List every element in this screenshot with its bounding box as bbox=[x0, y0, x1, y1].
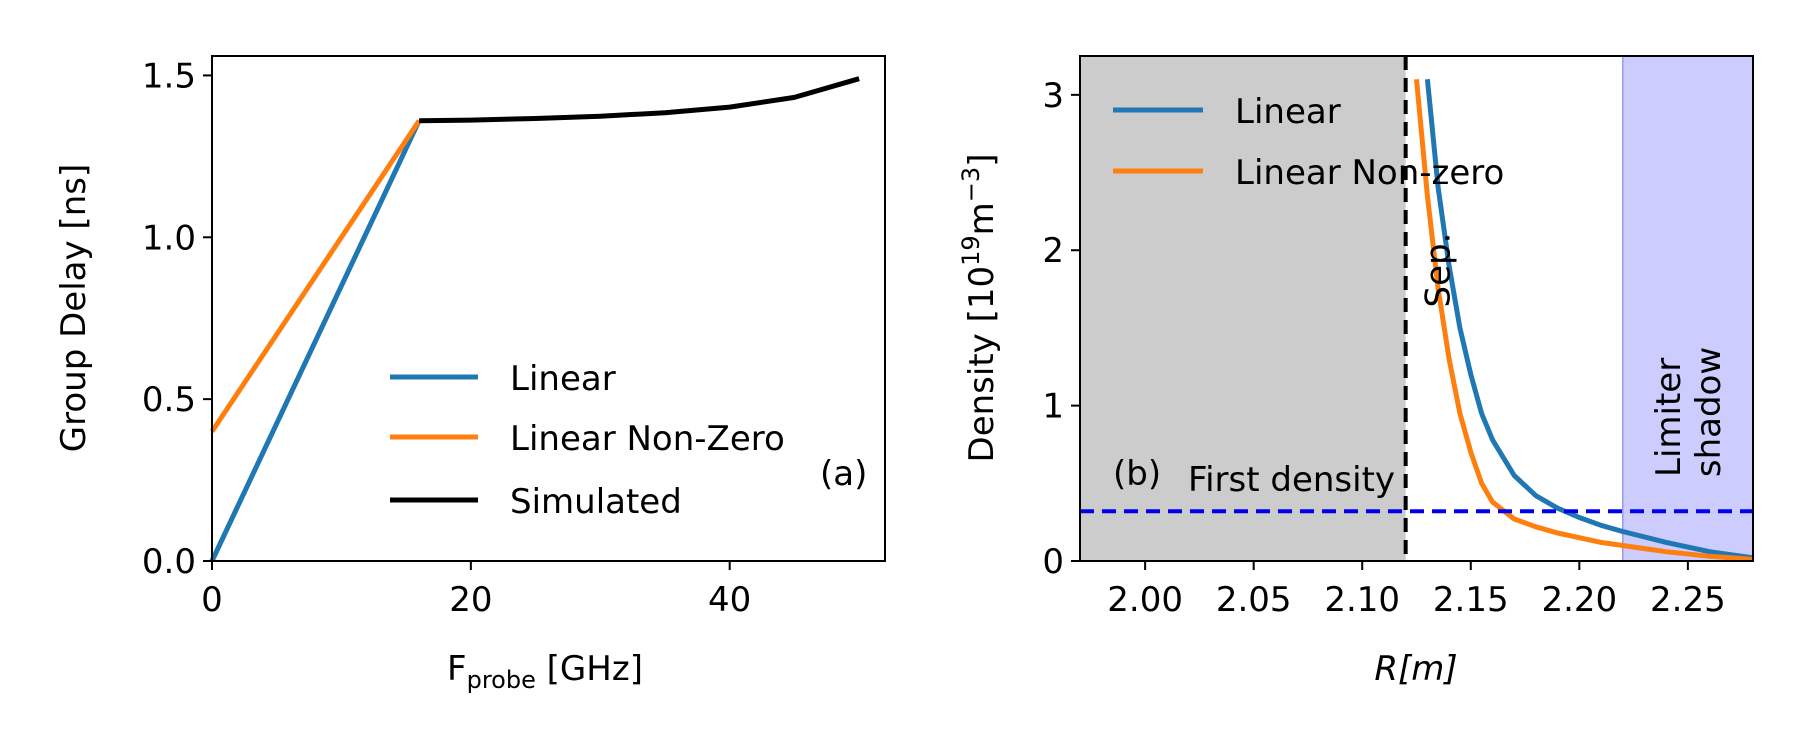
limiter-label-line1: Limiter bbox=[1649, 358, 1689, 477]
panel-b-frame bbox=[1079, 55, 1754, 562]
limiter-label-line2: shadow bbox=[1689, 347, 1729, 477]
panel-b-xtick-label: 2.05 bbox=[1216, 580, 1292, 620]
panel-b-ylabel-unit-sup: −3 bbox=[957, 167, 985, 202]
panel-a-xtick-label: 0 bbox=[201, 580, 223, 620]
panel-b-xtick-label: 2.25 bbox=[1650, 580, 1726, 620]
panel-a-xlabel-unit: [GHz] bbox=[536, 649, 643, 689]
panel-a-ytick-label: 1.5 bbox=[142, 56, 196, 96]
panel-a-label: (a) bbox=[820, 454, 867, 494]
legend-label-linear-non-zero: Linear Non-Zero bbox=[510, 419, 785, 459]
panel-b-ytick-label: 3 bbox=[1042, 76, 1064, 116]
separatrix-label: Sep. bbox=[1419, 233, 1459, 308]
series-b-linear-non-zero bbox=[1414, 79, 1754, 562]
panel-b-xtick-label: 2.15 bbox=[1433, 580, 1509, 620]
panel-b-xtick-label: 2.10 bbox=[1324, 580, 1400, 620]
confined-region-shading bbox=[1080, 56, 1406, 561]
panel-b-ylabel-unit: m bbox=[962, 202, 1002, 235]
limiter-shadow-label: Limiter shadow bbox=[1649, 347, 1729, 477]
panel-b-xlabel: R[m] bbox=[1374, 649, 1457, 689]
panel-a-xlabel: Fprobe [GHz] bbox=[447, 649, 643, 694]
panel-a-ytick-label: 0.5 bbox=[142, 380, 196, 420]
legend-b-label-linear: Linear bbox=[1235, 92, 1341, 132]
legend-b-label-linear-non-zero: Linear Non-zero bbox=[1235, 153, 1504, 193]
panel-b-ytick-label: 2 bbox=[1042, 231, 1064, 271]
panel-b-chart: Limiter shadow Sep. First density (b) 2.… bbox=[957, 55, 1754, 689]
panel-a-axes: 0 20 40 0.0 0.5 1.0 1.5 bbox=[142, 56, 751, 620]
panel-a-ylabel: Group Delay [ns] bbox=[54, 164, 94, 452]
series-linear bbox=[209, 119, 422, 563]
series-simulated bbox=[419, 76, 860, 124]
panel-b-xtick-label: 2.20 bbox=[1541, 580, 1617, 620]
panel-b-ylabel-sup: 19 bbox=[957, 235, 985, 266]
legend-label-simulated: Simulated bbox=[510, 482, 682, 522]
panel-a-plot-area bbox=[209, 76, 860, 563]
limiter-shadow-region bbox=[1622, 56, 1753, 561]
panel-a-xtick-label: 20 bbox=[449, 580, 492, 620]
panel-b-xtick-label: 2.00 bbox=[1107, 580, 1183, 620]
panel-b-label: (b) bbox=[1113, 454, 1161, 494]
panel-a-chart: 0 20 40 0.0 0.5 1.0 1.5 Group Delay [ns] Fprob… bbox=[54, 55, 886, 694]
panel-b-ytick-label: 0 bbox=[1042, 542, 1064, 582]
series-linear-non-zero bbox=[209, 119, 422, 433]
panel-b-ylabel: Density [1019m−3] bbox=[957, 154, 1002, 463]
legend-label-linear: Linear bbox=[510, 359, 616, 399]
panel-a-frame bbox=[211, 55, 886, 562]
first-density-label: First density bbox=[1188, 460, 1395, 500]
panel-a-legend: Linear Linear Non-Zero Simulated bbox=[390, 359, 785, 522]
panel-b-axes: 2.00 2.05 2.10 2.15 2.20 2.25 0 1 2 3 bbox=[1042, 76, 1725, 620]
panel-b-legend: Linear Linear Non-zero bbox=[1113, 92, 1504, 193]
panel-a-xlabel-subscript: probe bbox=[467, 666, 536, 694]
panel-b-ytick-label: 1 bbox=[1042, 387, 1064, 427]
panel-b-plot-area bbox=[1080, 56, 1754, 562]
panel-a-ytick-label: 0.0 bbox=[142, 542, 196, 582]
series-b-linear bbox=[1424, 79, 1754, 561]
panel-a-xtick-label: 40 bbox=[708, 580, 751, 620]
panel-a-ytick-label: 1.0 bbox=[142, 218, 196, 258]
panel-b-ylabel-close: ] bbox=[962, 154, 1002, 167]
